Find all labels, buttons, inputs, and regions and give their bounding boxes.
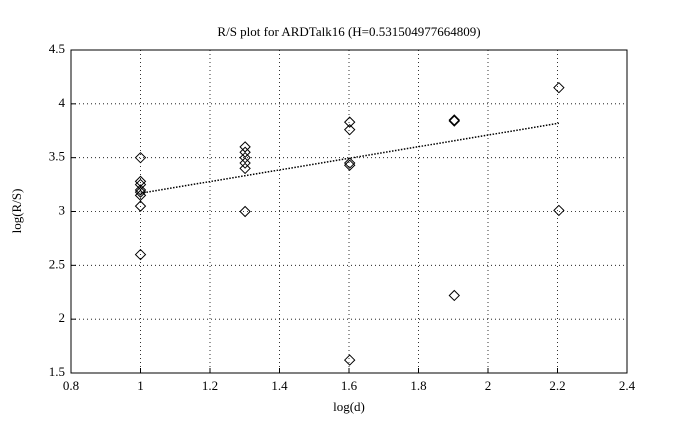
point <box>343 116 356 128</box>
point <box>448 115 461 127</box>
point <box>239 151 251 164</box>
x-tick-label: 2.2 <box>549 378 565 393</box>
point <box>239 141 251 153</box>
y-axis-label: log(R/S) <box>9 189 24 234</box>
chart-title: R/S plot for ARDTalk16 (H=0.531504977664… <box>217 24 480 39</box>
point <box>134 200 147 212</box>
point <box>134 186 147 198</box>
point <box>553 204 565 217</box>
point <box>343 123 356 136</box>
point <box>239 162 251 175</box>
point <box>343 159 356 171</box>
x-tick-label: 0.8 <box>63 378 79 393</box>
point <box>134 248 147 261</box>
point <box>134 178 147 191</box>
point <box>239 146 251 158</box>
point <box>448 114 461 126</box>
point <box>343 157 356 169</box>
y-tick-label: 2.5 <box>49 256 65 271</box>
x-tick-label: 2.4 <box>619 378 636 393</box>
y-tick-label: 3.5 <box>49 149 65 164</box>
x-tick-label: 1 <box>137 378 144 393</box>
x-tick-label: 1.2 <box>202 378 218 393</box>
point <box>134 189 147 202</box>
x-tick-label: 1.8 <box>410 378 426 393</box>
point <box>448 289 461 302</box>
x-tick-label: 2 <box>485 378 492 393</box>
y-tick-label: 2 <box>59 310 66 325</box>
point <box>134 184 147 196</box>
point <box>343 354 356 366</box>
point <box>239 205 251 218</box>
y-tick-label: 4.5 <box>49 41 65 56</box>
x-tick-label: 1.6 <box>341 378 358 393</box>
x-tick-label: 1.4 <box>271 378 288 393</box>
x-axis-label: log(d) <box>333 399 365 414</box>
point <box>134 151 147 164</box>
y-tick-label: 1.5 <box>49 364 65 379</box>
y-tick-label: 4 <box>59 95 66 110</box>
point <box>553 81 565 94</box>
point <box>134 175 147 188</box>
y-tick-label: 3 <box>59 202 66 217</box>
point <box>239 157 251 169</box>
plot-frame <box>70 49 628 374</box>
